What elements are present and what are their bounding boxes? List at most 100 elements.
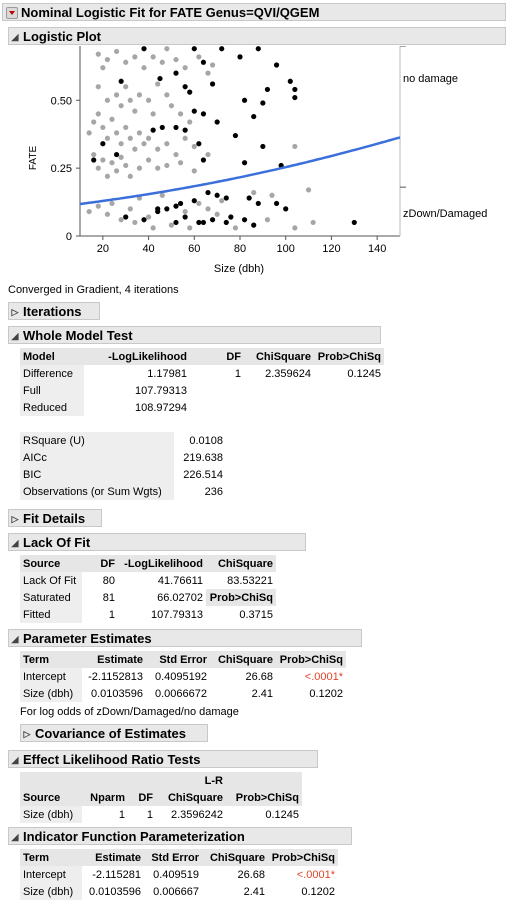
table-row: Size (dbh) 0.0103596 0.0066672 2.41 0.12… bbox=[20, 685, 346, 702]
cell: 0.1202 bbox=[301, 885, 335, 898]
disclosure-open-icon[interactable]: ◢ bbox=[11, 755, 19, 765]
parameter-estimates-table: Term Estimate Std Error ChiSquare Prob>C… bbox=[20, 651, 346, 702]
col-source: Source bbox=[20, 555, 82, 572]
data-point bbox=[136, 130, 143, 136]
fit-stats-table: RSquare (U) 0.0108 AICc 219.638 BIC 226.514… bbox=[20, 432, 226, 500]
data-point bbox=[95, 51, 101, 57]
col-chisq: ChiSquare bbox=[156, 789, 226, 806]
logistic-plot[interactable]: 0 0.25 0.50 20 40 60 80 100 120 140 FATE Size (db… bbox=[0, 46, 508, 276]
col-prob: Prob>ChiSq bbox=[276, 651, 346, 668]
data-point bbox=[205, 206, 211, 212]
col-chisq: ChiSquare bbox=[206, 555, 276, 572]
table-row: Intercept -2.115281 0.409519 26.68 <.000… bbox=[20, 866, 338, 883]
data-point bbox=[100, 124, 106, 131]
logistic-plot-header[interactable]: ◢ Logistic Plot bbox=[8, 27, 506, 45]
data-point bbox=[255, 46, 261, 52]
parameter-estimates-header[interactable]: ◢ Parameter Estimates bbox=[8, 629, 362, 647]
table-row: AICc 219.638 bbox=[20, 449, 226, 466]
cell: 1 bbox=[234, 367, 241, 380]
disclosure-open-icon[interactable]: ◢ bbox=[11, 32, 19, 42]
data-point bbox=[246, 195, 252, 201]
data-point bbox=[273, 200, 280, 207]
data-point bbox=[241, 160, 248, 166]
plot-area[interactable]: 0 0.25 0.50 20 40 60 80 100 120 140 bbox=[51, 46, 406, 255]
col-chisq: ChiSquare bbox=[202, 849, 268, 866]
data-point bbox=[168, 103, 175, 109]
data-point bbox=[159, 192, 165, 198]
col-supergroup-lr: L-R bbox=[156, 772, 226, 789]
cell: 0.006667 bbox=[153, 885, 199, 898]
data-point bbox=[177, 160, 184, 166]
data-point bbox=[173, 56, 179, 63]
fit-details-header[interactable]: ▷ Fit Details bbox=[8, 509, 102, 527]
cell: 1.17981 bbox=[147, 367, 187, 380]
data-point bbox=[173, 203, 179, 209]
col-stderr: Std Error bbox=[144, 849, 202, 866]
cell: 80 bbox=[102, 574, 115, 587]
data-point bbox=[182, 214, 188, 220]
data-point bbox=[200, 157, 207, 163]
data-point bbox=[273, 62, 280, 68]
lack-of-fit-header[interactable]: ◢ Lack Of Fit bbox=[8, 533, 306, 551]
iterations-header[interactable]: ▷ Iterations bbox=[8, 302, 100, 320]
col-prob: Prob>ChiSq bbox=[314, 348, 384, 365]
data-point bbox=[251, 189, 257, 196]
cell: 107.79313 bbox=[135, 384, 187, 397]
data-point bbox=[127, 173, 133, 179]
cell: 107.79313 bbox=[151, 608, 203, 621]
data-point bbox=[113, 168, 120, 174]
data-point bbox=[155, 206, 161, 212]
disclosure-closed-icon[interactable]: ▷ bbox=[11, 514, 19, 524]
row-label: Full bbox=[20, 382, 84, 399]
col-df: DF bbox=[190, 348, 244, 365]
disclosure-closed-icon[interactable]: ▷ bbox=[11, 307, 19, 317]
cell: 0.1202 bbox=[309, 687, 343, 700]
data-point bbox=[113, 48, 120, 55]
data-point bbox=[223, 195, 229, 201]
cell: 26.68 bbox=[237, 868, 265, 881]
data-point bbox=[145, 157, 152, 163]
data-point bbox=[182, 135, 188, 141]
data-point bbox=[182, 127, 188, 133]
cell: 1 bbox=[146, 808, 153, 821]
covariance-header[interactable]: ▷ Covariance of Estimates bbox=[20, 724, 208, 742]
parameter-estimates-title: Parameter Estimates bbox=[23, 631, 152, 646]
col-loglik: -LogLikelihood bbox=[84, 348, 190, 365]
data-point bbox=[159, 124, 165, 131]
data-point bbox=[264, 217, 271, 223]
disclosure-closed-icon[interactable]: ▷ bbox=[23, 729, 31, 739]
whole-model-test-header[interactable]: ◢ Whole Model Test bbox=[8, 326, 381, 344]
col-loglik: -LogLikelihood bbox=[118, 555, 206, 572]
data-point bbox=[168, 222, 175, 228]
stat-value: 0.0108 bbox=[189, 434, 223, 447]
red-triangle-menu-icon[interactable] bbox=[6, 7, 18, 19]
disclosure-open-icon[interactable]: ◢ bbox=[11, 538, 19, 548]
disclosure-open-icon[interactable]: ◢ bbox=[11, 331, 19, 341]
disclosure-open-icon[interactable]: ◢ bbox=[11, 634, 19, 644]
x-tick-label: 60 bbox=[188, 243, 200, 255]
data-point bbox=[191, 198, 197, 204]
disclosure-open-icon[interactable]: ◢ bbox=[11, 832, 19, 842]
data-point bbox=[209, 62, 216, 68]
cell: 0.0103596 bbox=[89, 885, 141, 898]
col-prob: Prob>ChiSq bbox=[226, 789, 302, 806]
whole-model-test-table: Model -LogLikelihood DF ChiSquare Prob>C… bbox=[20, 348, 384, 416]
data-point bbox=[127, 135, 133, 141]
data-point bbox=[182, 208, 188, 215]
data-point bbox=[173, 219, 179, 226]
effect-lr-tests-title: Effect Likelihood Ratio Tests bbox=[23, 752, 201, 767]
indicator-function-header[interactable]: ◢ Indicator Function Parameterization bbox=[8, 827, 352, 845]
table-row: Size (dbh) 0.0103596 0.006667 2.41 0.120… bbox=[20, 883, 338, 900]
data-point bbox=[95, 203, 101, 209]
data-point bbox=[214, 192, 220, 198]
data-point bbox=[310, 219, 316, 226]
report-title-bar[interactable]: Nominal Logistic Fit for FATE Genus=QVI/… bbox=[2, 3, 506, 21]
row-label: Intercept bbox=[20, 668, 82, 685]
data-point bbox=[145, 214, 152, 220]
lack-of-fit-title: Lack Of Fit bbox=[23, 535, 91, 550]
effect-lr-tests-header[interactable]: ◢ Effect Likelihood Ratio Tests bbox=[8, 750, 318, 768]
indicator-function-table: Term Estimate Std Error ChiSquare Prob>C… bbox=[20, 849, 338, 900]
x-tick-label: 80 bbox=[234, 243, 246, 255]
data-point bbox=[283, 206, 289, 212]
data-point bbox=[251, 222, 257, 228]
